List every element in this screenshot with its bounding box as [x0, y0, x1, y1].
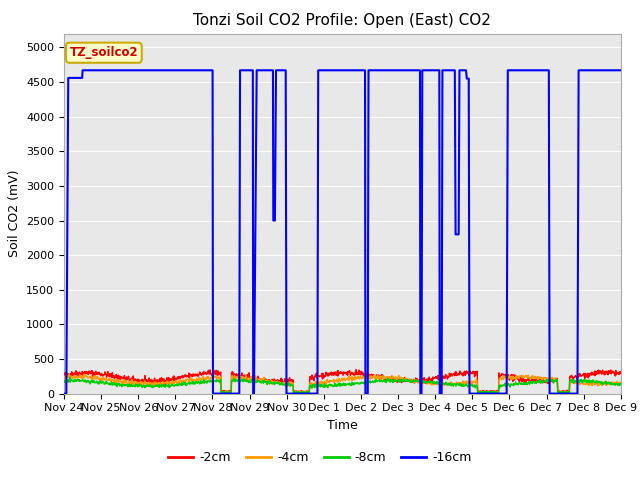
Title: Tonzi Soil CO2 Profile: Open (East) CO2: Tonzi Soil CO2 Profile: Open (East) CO2 — [193, 13, 492, 28]
Legend: -2cm, -4cm, -8cm, -16cm: -2cm, -4cm, -8cm, -16cm — [163, 446, 477, 469]
X-axis label: Time: Time — [327, 419, 358, 432]
Text: TZ_soilco2: TZ_soilco2 — [70, 46, 138, 59]
Y-axis label: Soil CO2 (mV): Soil CO2 (mV) — [8, 170, 20, 257]
